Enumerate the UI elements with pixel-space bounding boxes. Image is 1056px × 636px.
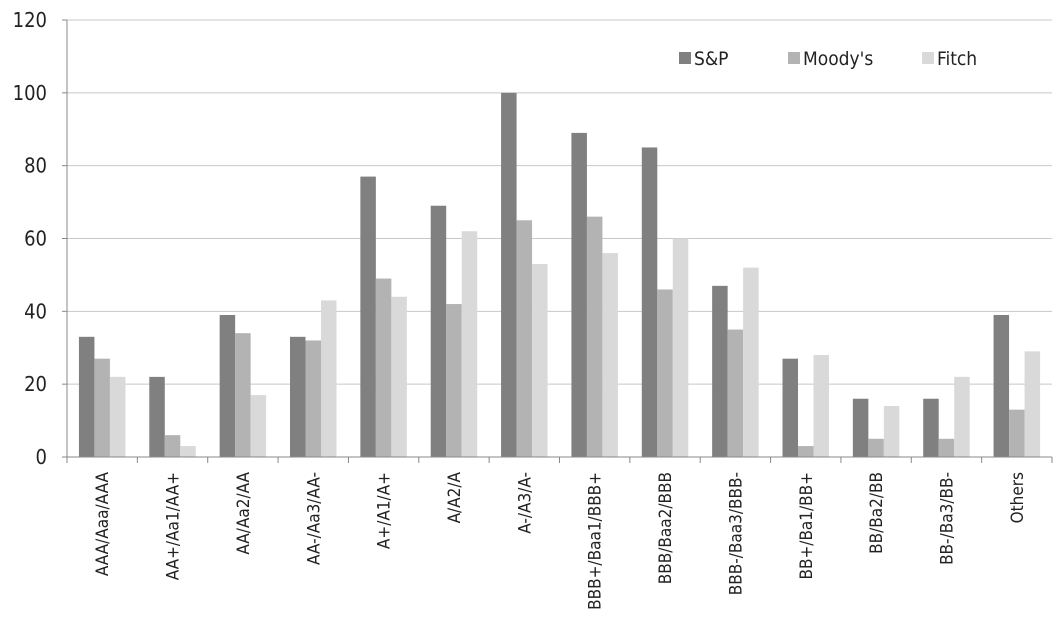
bar-moodys-1 [164, 435, 181, 457]
bar-fitch-5 [461, 231, 478, 457]
bar-sp-1 [149, 376, 165, 457]
legend: S&P Moody's Fitch [679, 48, 977, 70]
x-tick-label-9: BBB-/Baa3/BBB- [726, 472, 746, 595]
y-tick-label-0: 0 [36, 445, 47, 469]
bar-sp-0 [78, 336, 95, 457]
bar-moodys-6 [516, 220, 533, 457]
x-tick-label-7: BBB+/Baa1/BBB+ [586, 472, 606, 610]
bar-sp-2 [219, 314, 236, 457]
bar-sp-7 [571, 132, 587, 457]
bar-sp-13 [993, 314, 1010, 457]
x-tick-label-10: BB+/Ba1/BB+ [797, 472, 817, 580]
bar-moodys-10 [798, 446, 814, 457]
bar-fitch-9 [743, 267, 759, 457]
bar-moodys-3 [305, 340, 321, 457]
x-tick-label-12: BB-/Ba3/BB- [937, 472, 957, 565]
x-tick-label-1: AA+/Aa1/AA+ [164, 472, 184, 580]
bar-moodys-2 [235, 333, 251, 457]
bar-moodys-0 [94, 358, 110, 457]
legend-item-fitch-swatch [922, 52, 934, 64]
y-tick-label-40: 40 [24, 299, 47, 323]
bar-fitch-7 [602, 253, 618, 457]
bar-fitch-6 [532, 263, 548, 457]
bar-fitch-8 [672, 238, 689, 457]
y-tick-label-120: 120 [13, 8, 47, 32]
bar-fitch-4 [391, 296, 407, 457]
x-tick-label-2: AA/Aa2/AA [234, 471, 254, 554]
legend-item-moodys-label: Moody's [803, 48, 873, 70]
y-tick-label-60: 60 [24, 227, 47, 251]
bar-moodys-11 [868, 438, 884, 457]
bar-fitch-12 [954, 376, 970, 457]
y-tick-label-20: 20 [24, 372, 47, 396]
bar-fitch-2 [250, 395, 267, 457]
legend-item-sp-swatch [679, 52, 691, 64]
y-axis-ticks: 0 20 40 60 80 100 120 [13, 8, 67, 469]
x-axis-ticks: AAA/Aaa/AAA AA+/Aa1/AA+ AA/Aa2/AA AA-/Aa3/A… [66, 457, 1053, 610]
bar-fitch-0 [109, 376, 126, 457]
legend-item-moodys: Moody's [788, 48, 873, 70]
bar-sp-6 [501, 92, 517, 457]
bar-sp-8 [641, 147, 658, 458]
bar-moodys-4 [375, 278, 392, 457]
bar-sp-12 [923, 398, 939, 457]
bars [78, 92, 1041, 458]
bar-moodys-7 [586, 216, 603, 457]
x-tick-label-3: AA-/Aa3/AA- [304, 472, 324, 565]
bar-sp-10 [782, 358, 798, 457]
bar-fitch-10 [813, 355, 829, 457]
legend-item-fitch: Fitch [922, 48, 977, 70]
y-tick-label-80: 80 [24, 154, 47, 178]
x-tick-label-5: A/A2/A [445, 471, 465, 523]
bar-moodys-8 [657, 289, 673, 457]
bar-moodys-5 [446, 304, 462, 457]
bar-fitch-1 [180, 446, 196, 457]
x-tick-label-6: A-/A3/A- [515, 472, 535, 534]
legend-item-sp-label: S&P [694, 48, 729, 70]
bar-moodys-13 [1009, 409, 1025, 457]
legend-item-sp: S&P [679, 48, 729, 70]
bar-fitch-3 [321, 300, 337, 457]
x-tick-label-0: AAA/Aaa/AAA [93, 471, 113, 576]
legend-item-fitch-label: Fitch [937, 48, 977, 70]
bar-moodys-12 [938, 438, 955, 457]
y-tick-label-100: 100 [13, 81, 47, 105]
legend-item-moodys-swatch [788, 52, 800, 64]
bar-sp-11 [852, 398, 869, 457]
bar-moodys-9 [727, 329, 744, 457]
x-tick-label-8: BBB/Baa2/BBB [656, 472, 676, 584]
bar-fitch-13 [1024, 351, 1041, 457]
bar-sp-3 [290, 336, 306, 457]
bar-sp-4 [360, 176, 376, 457]
gridlines [67, 19, 1052, 385]
x-tick-label-11: BB/Ba2/BB [867, 472, 887, 554]
bar-sp-9 [712, 285, 728, 457]
bar-fitch-11 [883, 406, 900, 457]
x-tick-label-13: Others [1008, 472, 1028, 523]
x-tick-label-4: A+/A1/A+ [375, 472, 395, 549]
bar-sp-5 [430, 205, 447, 457]
